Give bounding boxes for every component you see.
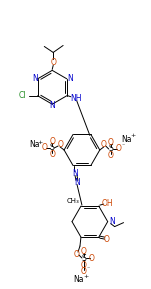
Text: O: O (104, 235, 110, 244)
Text: O: O (81, 268, 87, 277)
Text: N: N (72, 169, 78, 178)
Text: O: O (57, 140, 63, 149)
Text: O: O (49, 151, 55, 160)
Text: S: S (108, 144, 113, 153)
Text: +: + (38, 140, 43, 144)
Text: NH: NH (70, 94, 82, 103)
Text: Na: Na (74, 275, 84, 284)
Text: Cl: Cl (19, 91, 27, 100)
Text: N: N (74, 178, 80, 187)
Text: O: O (101, 140, 107, 149)
Text: N: N (32, 74, 38, 83)
Text: N: N (67, 74, 73, 83)
Text: S: S (50, 143, 55, 153)
Text: O: O (81, 260, 87, 270)
Text: O: O (81, 247, 87, 255)
Text: O: O (50, 58, 56, 67)
Text: OH: OH (102, 199, 114, 208)
Text: +: + (130, 133, 135, 138)
Text: Na: Na (121, 134, 132, 144)
Text: O: O (49, 136, 55, 146)
Text: O: O (74, 250, 80, 259)
Text: +: + (83, 275, 88, 279)
Text: O: O (116, 144, 122, 153)
Text: O: O (108, 151, 114, 160)
Text: S: S (82, 253, 86, 262)
Text: O: O (89, 253, 95, 262)
Text: Na: Na (29, 140, 40, 149)
Text: N: N (49, 101, 55, 110)
Text: N: N (109, 217, 115, 226)
Text: O: O (41, 143, 47, 153)
Text: O: O (108, 138, 114, 147)
Text: ⁻: ⁻ (122, 144, 125, 149)
Text: ⁻: ⁻ (86, 268, 90, 273)
Text: CH₃: CH₃ (67, 198, 79, 204)
